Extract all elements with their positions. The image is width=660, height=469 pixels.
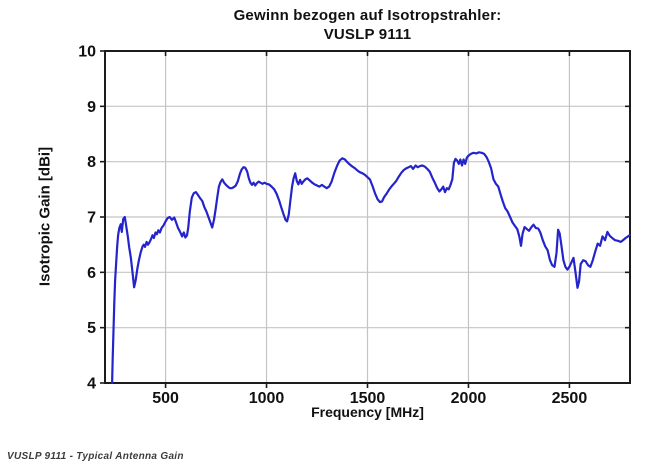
x-tick-label: 1000 — [249, 390, 285, 407]
x-tick-label: 2500 — [552, 390, 588, 407]
y-tick-label: 8 — [87, 154, 96, 171]
gain-curve — [110, 151, 631, 385]
y-tick-label: 5 — [87, 320, 96, 337]
y-tick-label: 9 — [87, 99, 96, 116]
y-tick-label: 10 — [78, 44, 96, 61]
figure-caption: VUSLP 9111 - Typical Antenna Gain — [7, 451, 184, 462]
x-axis-label: Frequency [MHz] — [311, 404, 424, 420]
y-tick-label: 7 — [87, 210, 96, 227]
y-axis-label: Isotropic Gain [dBi] — [36, 146, 54, 287]
chart-title-line1: Gewinn bezogen auf Isotropstrahler: — [233, 7, 502, 24]
x-tick-label: 500 — [152, 390, 179, 407]
x-tick-label: 1500 — [350, 390, 386, 407]
y-tick-label: 4 — [87, 376, 96, 393]
chart-title: Gewinn bezogen auf Isotropstrahler: VUSL… — [105, 6, 630, 44]
y-tick-label: 6 — [87, 265, 96, 282]
x-tick-label: 2000 — [451, 390, 487, 407]
chart-title-line2: VUSLP 9111 — [323, 26, 412, 43]
